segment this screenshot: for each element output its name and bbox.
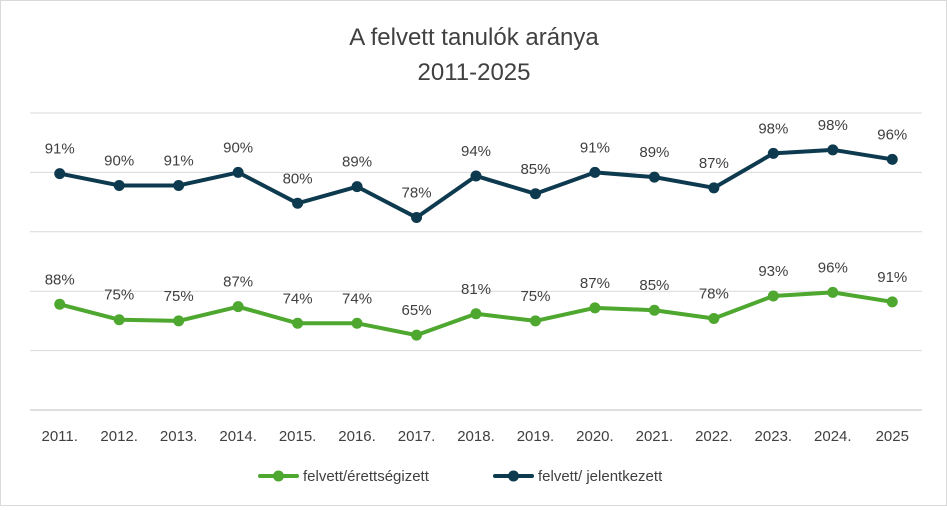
data-label: 94% bbox=[461, 143, 491, 160]
x-tick-label: 2013. bbox=[160, 428, 198, 445]
data-point bbox=[648, 171, 660, 183]
data-point bbox=[708, 313, 720, 325]
data-label: 85% bbox=[639, 277, 669, 294]
x-tick-label: 2014. bbox=[219, 428, 257, 445]
x-tick-label: 2015. bbox=[279, 428, 317, 445]
chart-title: A felvett tanulók aránya 2011-2025 bbox=[349, 24, 599, 86]
series-jelentkezett: 91% 90% 91% 90% 80% 89% 78% 94% 85% 91% 89% 87% 98% 9… bbox=[45, 117, 907, 224]
data-label: 74% bbox=[342, 290, 372, 307]
series-erettsegizett: 88% 75% 75% 87% 74% 74% 65% 81% 75% 87% 85% 78% 93% 9… bbox=[45, 259, 907, 341]
data-label: 87% bbox=[580, 275, 610, 292]
data-point bbox=[232, 301, 244, 313]
legend-label: felvett/érettségizett bbox=[303, 468, 430, 485]
data-label: 91% bbox=[45, 141, 75, 158]
data-label: 87% bbox=[223, 274, 253, 291]
data-point bbox=[232, 166, 244, 178]
data-label: 80% bbox=[283, 170, 313, 187]
data-label: 85% bbox=[520, 161, 550, 178]
data-point bbox=[173, 315, 185, 327]
data-point bbox=[589, 166, 601, 178]
data-point bbox=[767, 147, 779, 159]
data-label: 75% bbox=[520, 288, 550, 305]
data-point bbox=[411, 329, 423, 341]
data-point bbox=[589, 302, 601, 314]
data-label: 87% bbox=[699, 155, 729, 172]
data-point bbox=[113, 314, 125, 326]
data-point bbox=[827, 144, 839, 156]
data-label: 96% bbox=[818, 259, 848, 276]
x-axis-tick-labels: 2011. 2012. 2013. 2014. 2015. 2016. 2017. 2018.… bbox=[42, 428, 909, 445]
x-tick-label: 2022. bbox=[695, 428, 733, 445]
x-tick-label: 2021. bbox=[636, 428, 674, 445]
data-point bbox=[292, 317, 304, 329]
data-label: 75% bbox=[104, 287, 134, 304]
data-label: 74% bbox=[283, 290, 313, 307]
data-point bbox=[351, 317, 363, 329]
x-tick-label: 2025 bbox=[876, 428, 909, 445]
data-point bbox=[708, 182, 720, 194]
data-label: 89% bbox=[639, 144, 669, 161]
data-point bbox=[292, 197, 304, 209]
data-point bbox=[827, 286, 839, 298]
data-point bbox=[648, 304, 660, 316]
data-point bbox=[529, 188, 541, 200]
data-label: 75% bbox=[164, 288, 194, 305]
chart-subtitle-line: 2011-2025 bbox=[418, 59, 531, 86]
data-label: 96% bbox=[877, 126, 907, 143]
x-tick-label: 2023. bbox=[755, 428, 793, 445]
data-point bbox=[113, 179, 125, 191]
x-tick-label: 2018. bbox=[457, 428, 495, 445]
data-label: 81% bbox=[461, 281, 491, 298]
data-label: 78% bbox=[699, 286, 729, 303]
data-point bbox=[886, 296, 898, 308]
data-point bbox=[173, 179, 185, 191]
data-label: 78% bbox=[402, 185, 432, 202]
data-label: 98% bbox=[818, 117, 848, 134]
data-label: 98% bbox=[758, 120, 788, 137]
chart-title-line: A felvett tanulók aránya bbox=[349, 24, 599, 51]
data-point bbox=[529, 315, 541, 327]
data-label: 91% bbox=[877, 269, 907, 286]
data-point bbox=[54, 298, 66, 310]
x-tick-label: 2019. bbox=[517, 428, 555, 445]
data-point bbox=[886, 153, 898, 165]
legend-swatch-marker bbox=[273, 470, 284, 482]
x-tick-label: 2012. bbox=[100, 428, 138, 445]
x-tick-label: 2017. bbox=[398, 428, 436, 445]
x-tick-label: 2020. bbox=[576, 428, 614, 445]
data-label: 89% bbox=[342, 154, 372, 171]
data-label: 88% bbox=[45, 271, 75, 288]
data-label: 93% bbox=[758, 263, 788, 280]
x-tick-label: 2016. bbox=[338, 428, 376, 445]
x-tick-label: 2011. bbox=[42, 428, 78, 445]
data-label: 90% bbox=[223, 139, 253, 156]
data-point bbox=[411, 212, 423, 224]
data-label: 90% bbox=[104, 152, 134, 169]
legend-label: felvett/ jelentkezett bbox=[538, 468, 663, 485]
data-point bbox=[767, 290, 779, 302]
data-label: 65% bbox=[402, 302, 432, 319]
x-tick-label: 2024. bbox=[814, 428, 852, 445]
legend: felvett/érettségizett felvett/ jelentkeze… bbox=[258, 468, 663, 485]
data-point bbox=[54, 168, 66, 180]
legend-swatch-marker bbox=[508, 470, 519, 482]
data-label: 91% bbox=[164, 152, 194, 169]
data-label: 91% bbox=[580, 139, 610, 156]
data-point bbox=[470, 170, 482, 182]
data-point bbox=[470, 308, 482, 320]
series-layer: 91% 90% 91% 90% 80% 89% 78% 94% 85% 91% 89% 87% 98% 9… bbox=[45, 117, 907, 341]
data-point bbox=[351, 181, 363, 193]
